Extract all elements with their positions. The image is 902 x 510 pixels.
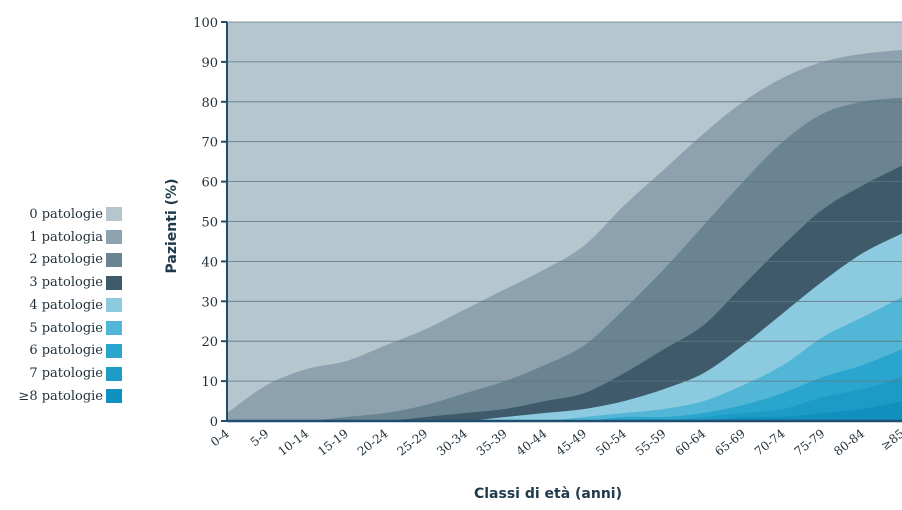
legend-label-5: 5 patologie: [29, 320, 103, 336]
legend-item-0: 0 patologie: [0, 203, 140, 226]
legend-label-1: 1 patologia: [29, 229, 103, 245]
legend-item-6: 6 patologie: [0, 340, 140, 363]
x-tick-label-4: 20-24: [355, 426, 391, 459]
legend-label-4: 4 patologie: [29, 297, 103, 313]
y-tick-label-7: 70: [201, 136, 218, 151]
legend-item-3: 3 patologie: [0, 271, 140, 294]
legend-item-2: 2 patologie: [0, 249, 140, 272]
legend-label-3: 3 patologie: [29, 275, 103, 291]
legend-swatch-0: [106, 207, 122, 222]
legend-item-8: ≥8 patologie: [0, 385, 140, 408]
x-tick-label-5: 25-29: [394, 426, 430, 458]
y-tick-label-8: 80: [201, 96, 218, 111]
x-tick-label-10: 50-54: [593, 426, 629, 459]
y-tick-labels: 0 10 20 30 40 50 60 70 80 90 100: [193, 16, 227, 430]
x-tick-label-13: 65-69: [712, 426, 748, 458]
x-tick-label-9: 45-49: [553, 426, 589, 458]
y-tick-label-3: 30: [201, 295, 218, 310]
legend-label-7: 7 patologie: [29, 366, 103, 382]
x-tick-label-14: 70-74: [752, 426, 788, 459]
legend-swatch-3: [106, 275, 122, 290]
legend-label-8: ≥8 patologie: [18, 388, 103, 404]
x-tick-label-6: 30-34: [434, 426, 470, 459]
x-tick-label-1: 5-9: [248, 426, 272, 449]
x-tick-label-8: 40-44: [514, 426, 550, 459]
x-axis-label: Classi di età (anni): [474, 486, 622, 502]
y-tick-label-4: 40: [201, 255, 218, 270]
legend-swatch-7: [106, 366, 122, 381]
legend-label-6: 6 patologie: [29, 343, 103, 359]
y-tick-label-5: 50: [201, 216, 218, 231]
x-tick-label-16: 80-84: [831, 426, 867, 459]
area-series-8: [227, 401, 902, 422]
legend-swatch-6: [106, 343, 122, 358]
area-series-4: [227, 233, 902, 422]
y-tick-label-6: 60: [201, 176, 218, 191]
legend-swatch-8: [106, 389, 122, 404]
legend-item-1: 1 patologia: [0, 226, 140, 249]
x-tick-label-2: 10-14: [275, 426, 311, 459]
legend-swatch-2: [106, 252, 122, 267]
y-tick-label-2: 20: [201, 335, 218, 350]
legend-item-4: 4 patologie: [0, 294, 140, 317]
y-tick-label-0: 0: [210, 415, 218, 430]
y-tick-label-9: 90: [201, 56, 218, 71]
legend-item-5: 5 patologie: [0, 317, 140, 340]
x-tick-label-17: ≥85: [878, 426, 902, 453]
legend-swatch-5: [106, 321, 122, 336]
y-axis-label: Pazienti (%): [164, 179, 180, 274]
y-tick-label-1: 10: [201, 375, 218, 390]
legend-item-7: 7 patologie: [0, 362, 140, 385]
x-tick-label-12: 60-64: [672, 426, 708, 459]
x-tick-label-7: 35-39: [474, 426, 510, 458]
legend-swatch-1: [106, 230, 122, 245]
legend-swatch-4: [106, 298, 122, 313]
x-tick-label-3: 15-19: [315, 426, 351, 458]
y-tick-label-10: 100: [193, 16, 218, 31]
legend-label-0: 0 patologie: [29, 206, 103, 222]
x-tick-labels: 0-4 5-9 10-14 15-19 20-24 25-29 30-34 35-39 40-4…: [208, 426, 902, 459]
grid-lines: [227, 21, 902, 382]
x-tick-label-15: 75-79: [792, 426, 828, 458]
x-tick-label-11: 55-59: [633, 426, 669, 458]
legend-label-2: 2 patologie: [29, 252, 103, 268]
area-series-5: [227, 297, 902, 422]
legend: 0 patologie 1 patologia 2 patologie 3 patol…: [0, 203, 140, 408]
